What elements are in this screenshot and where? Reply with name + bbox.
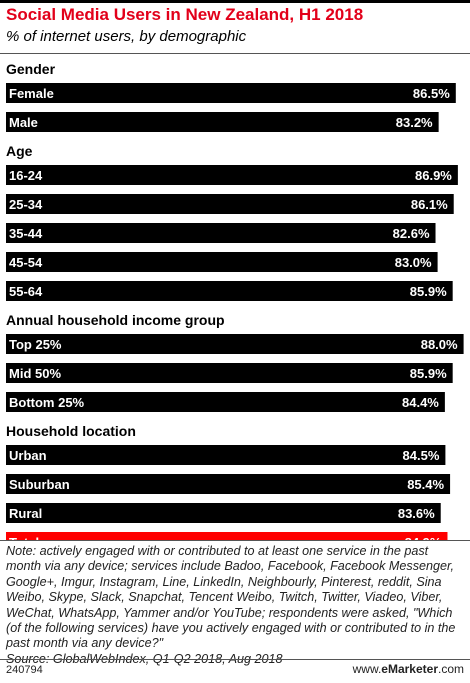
chart-subtitle: % of internet users, by demographic xyxy=(6,28,247,45)
footnote: Note: actively engaged with or contribut… xyxy=(6,544,456,651)
bar xyxy=(6,194,454,214)
bar xyxy=(6,223,436,243)
bar xyxy=(6,334,464,354)
bar xyxy=(6,363,453,383)
category-label: Total xyxy=(9,535,39,540)
category-label: 16-24 xyxy=(9,168,43,183)
header-divider xyxy=(0,53,470,54)
brand-prefix: www. xyxy=(352,662,382,676)
bar xyxy=(6,445,446,465)
bar xyxy=(6,83,456,103)
bar-chart: Gender Female 86.5% Male 83.2% Age 16-24 86.9% 2… xyxy=(6,61,464,540)
data-label: 86.5% xyxy=(413,86,450,101)
bar xyxy=(6,503,441,523)
notes-block: Note: actively engaged with or contribut… xyxy=(6,544,466,667)
category-label: Top 25% xyxy=(9,337,62,352)
data-label: 85.4% xyxy=(407,477,444,492)
data-label: 83.6% xyxy=(398,506,435,521)
data-label: 84.5% xyxy=(403,448,440,463)
chart-title: Social Media Users in New Zealand, H1 20… xyxy=(6,5,364,24)
top-rule xyxy=(0,0,470,3)
category-label: Mid 50% xyxy=(9,366,61,381)
data-label: 83.2% xyxy=(396,115,433,130)
group-label: Age xyxy=(6,143,33,159)
category-label: 55-64 xyxy=(9,284,43,299)
bar xyxy=(6,392,445,412)
bar xyxy=(6,112,439,132)
data-label: 83.0% xyxy=(395,255,432,270)
group-label: Gender xyxy=(6,61,56,77)
category-label: 25-34 xyxy=(9,197,43,212)
category-label: Suburban xyxy=(9,477,70,492)
brand-credit: www.eMarketer.com xyxy=(353,662,464,676)
source-line: Source: GlobalWebIndex, Q1-Q2 2018, Aug … xyxy=(6,651,283,666)
data-label: 84.9% xyxy=(405,535,442,540)
data-label: 85.9% xyxy=(410,284,447,299)
bar xyxy=(6,165,458,185)
data-label: 84.4% xyxy=(402,395,439,410)
category-label: Male xyxy=(9,115,38,130)
category-label: Urban xyxy=(9,448,47,463)
footer-divider xyxy=(0,659,470,660)
data-label: 86.1% xyxy=(411,197,448,212)
data-label: 85.9% xyxy=(410,366,447,381)
brand-name: eMarketer xyxy=(381,662,438,676)
category-label: 35-44 xyxy=(9,226,43,241)
bar xyxy=(6,252,438,272)
data-label: 88.0% xyxy=(421,337,458,352)
bar xyxy=(6,532,448,540)
bar xyxy=(6,474,451,494)
category-label: 45-54 xyxy=(9,255,43,270)
group-label: Annual household income group xyxy=(6,312,225,328)
chart-id: 240794 xyxy=(6,664,43,676)
data-label: 82.6% xyxy=(393,226,430,241)
brand-suffix: .com xyxy=(437,662,464,676)
category-label: Bottom 25% xyxy=(9,395,85,410)
category-label: Female xyxy=(9,86,54,101)
chart-divider xyxy=(0,540,470,541)
group-label: Household location xyxy=(6,423,136,439)
data-label: 86.9% xyxy=(415,168,452,183)
category-label: Rural xyxy=(9,506,42,521)
bar xyxy=(6,281,453,301)
